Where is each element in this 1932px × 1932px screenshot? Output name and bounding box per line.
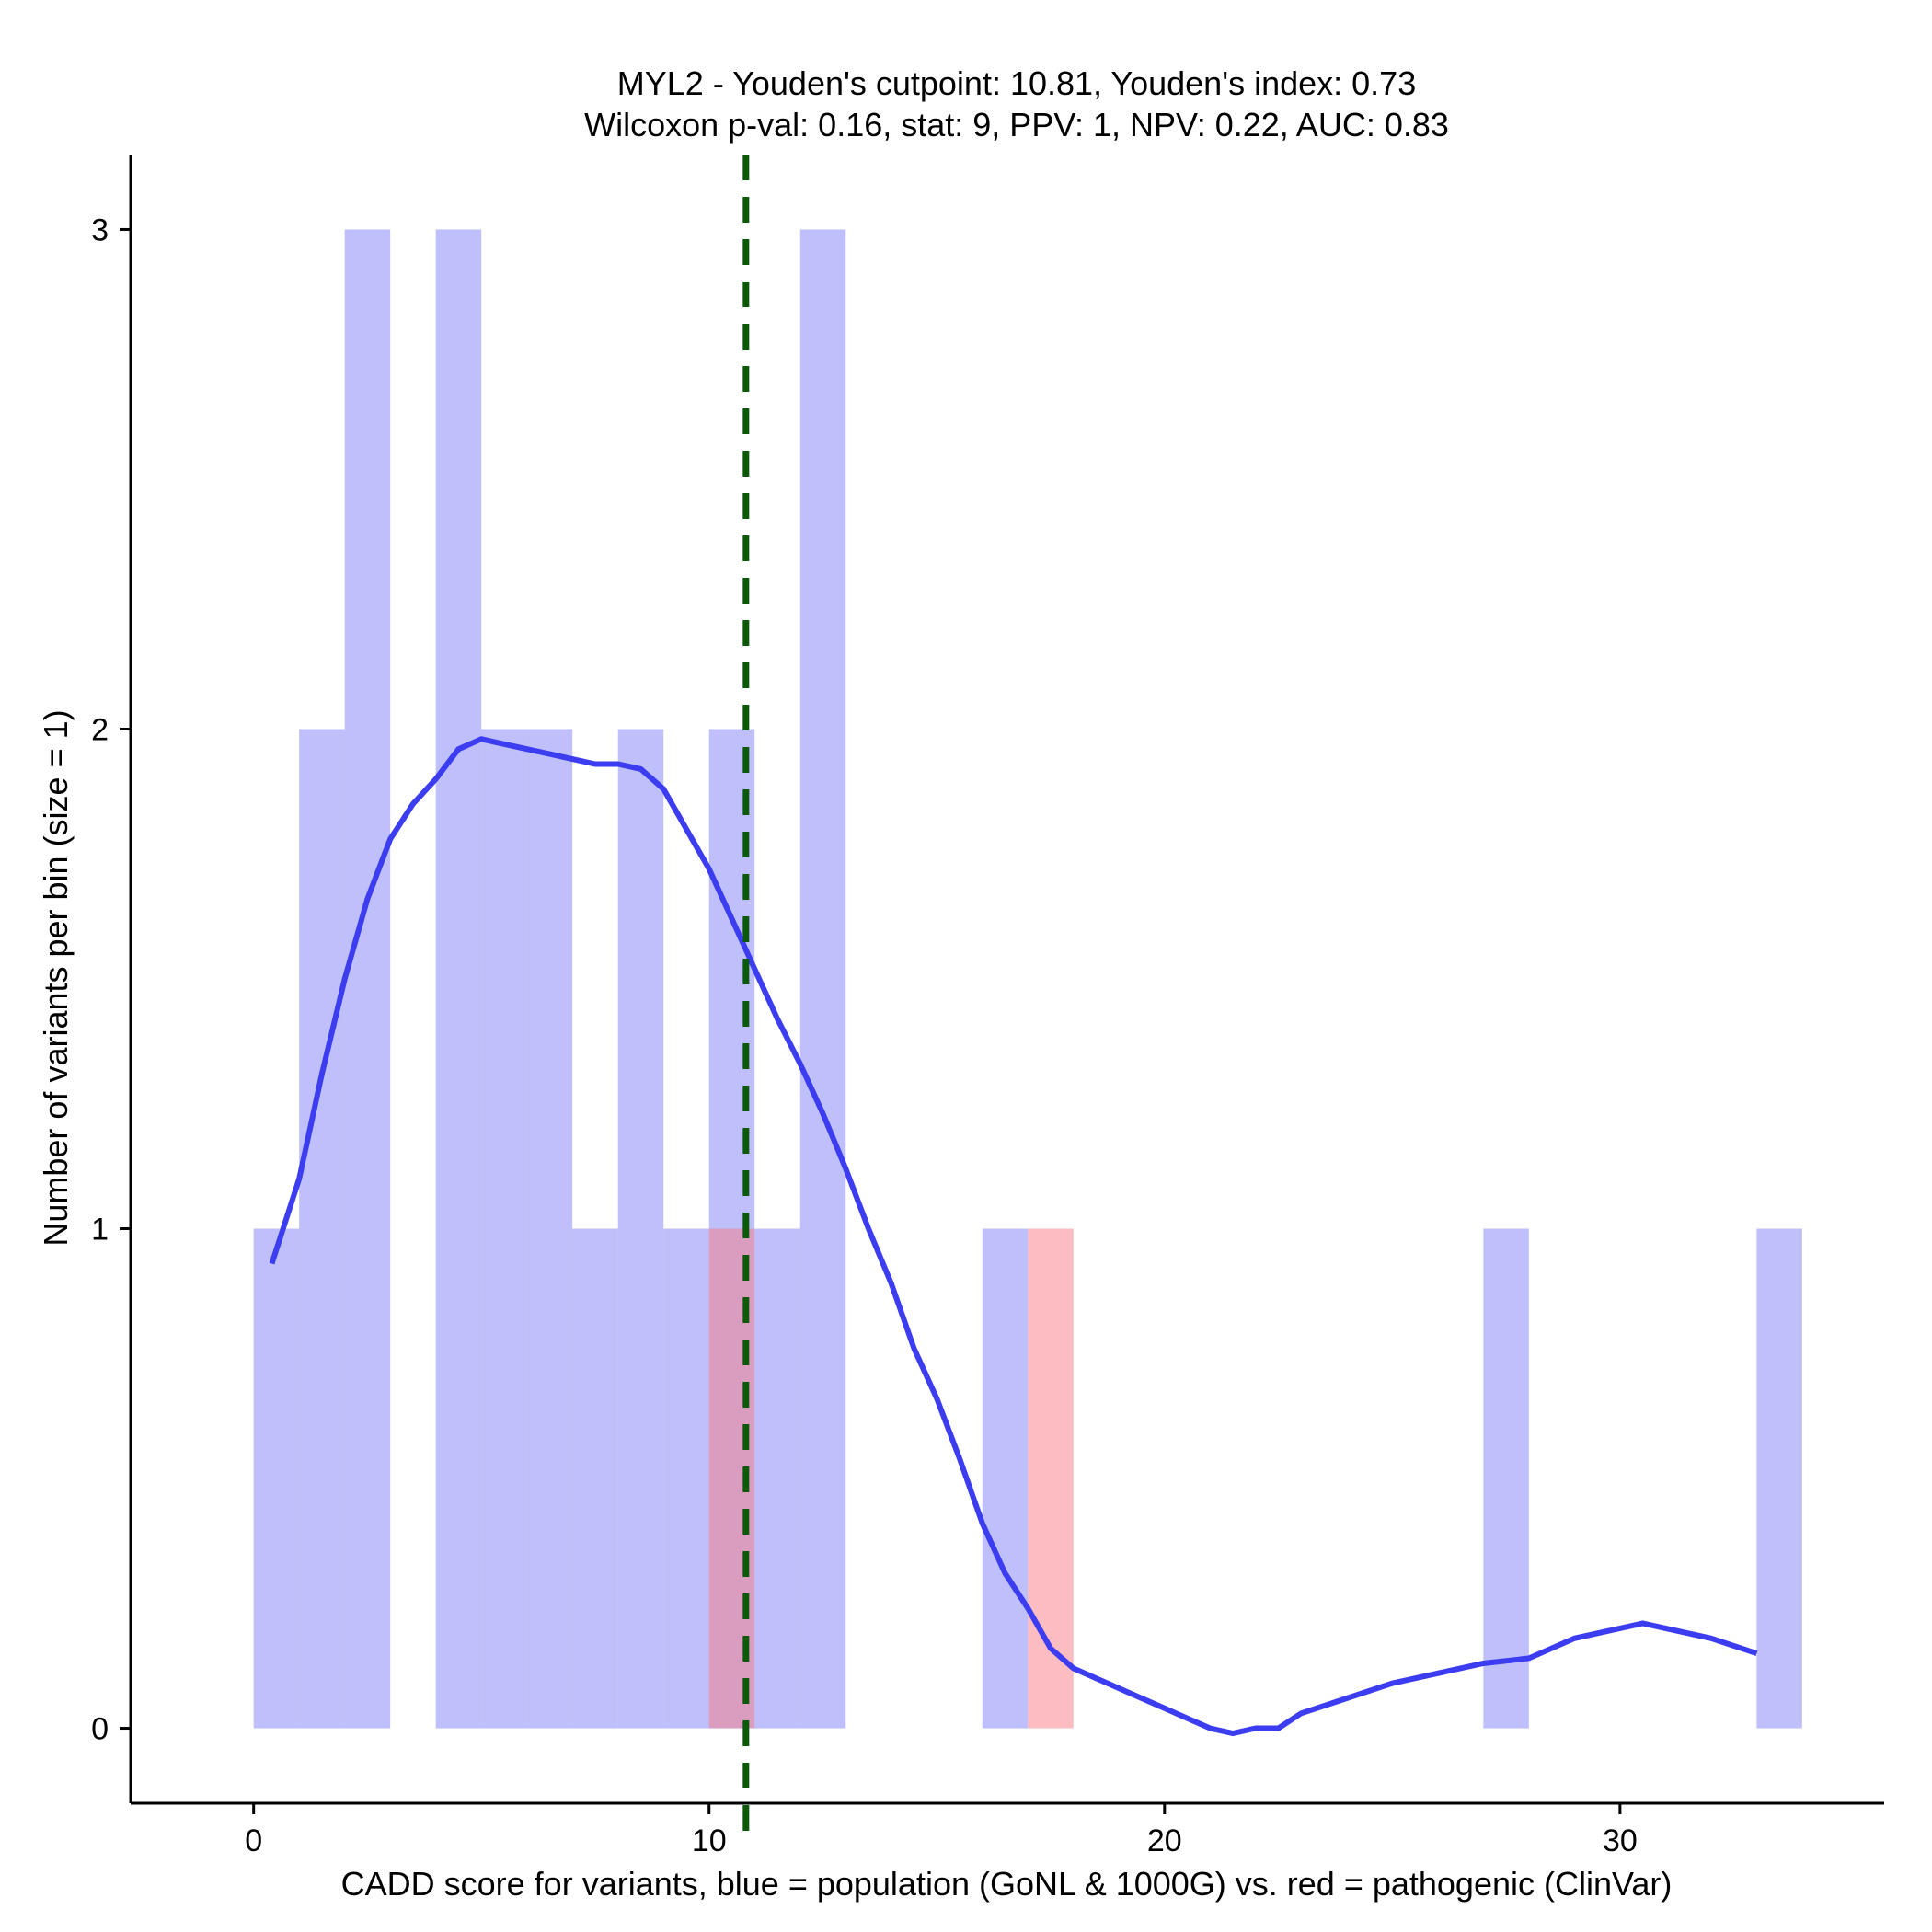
x-tick-label-1: 10: [692, 1823, 727, 1858]
x-axis-ticks: 0 10 20 30: [245, 1803, 1638, 1858]
y-axis-label: Number of variants per bin (size = 1): [37, 709, 75, 1246]
population-bar-4: [481, 729, 527, 1729]
y-tick-label-0: 0: [91, 1712, 109, 1747]
chart-title-line-1: MYL2 - Youden's cutpoint: 10.81, Youden'…: [617, 64, 1416, 102]
x-tick-label-3: 30: [1603, 1823, 1638, 1858]
x-tick-label-0: 0: [245, 1823, 262, 1858]
x-axis-label: CADD score for variants, blue = populati…: [341, 1865, 1673, 1903]
population-bar-0: [253, 1228, 300, 1729]
pathogenic-bar-1: [1028, 1228, 1074, 1729]
population-bar-10: [754, 1228, 800, 1729]
y-tick-label-2: 2: [91, 712, 109, 747]
population-bar-1: [299, 729, 345, 1729]
chart-title-line-2: Wilcoxon p-val: 0.16, stat: 9, PPV: 1, N…: [584, 106, 1449, 144]
population-bars: [253, 229, 1802, 1729]
population-bar-6: [572, 1228, 618, 1729]
y-tick-label-3: 3: [91, 213, 109, 247]
y-tick-label-1: 1: [91, 1213, 109, 1248]
x-tick-label-2: 20: [1147, 1823, 1182, 1858]
population-bar-5: [526, 729, 573, 1729]
population-bar-3: [435, 229, 482, 1729]
population-bar-11: [799, 229, 846, 1729]
density-curve: [269, 736, 1758, 1737]
y-axis-ticks: 0 1 2 3: [91, 213, 131, 1747]
population-bar-7: [617, 729, 664, 1729]
population-bar-14: [1756, 1228, 1802, 1729]
population-bar-13: [1483, 1228, 1529, 1729]
population-bar-12: [982, 1228, 1029, 1729]
population-bar-8: [663, 1228, 709, 1729]
population-bar-2: [344, 229, 391, 1729]
